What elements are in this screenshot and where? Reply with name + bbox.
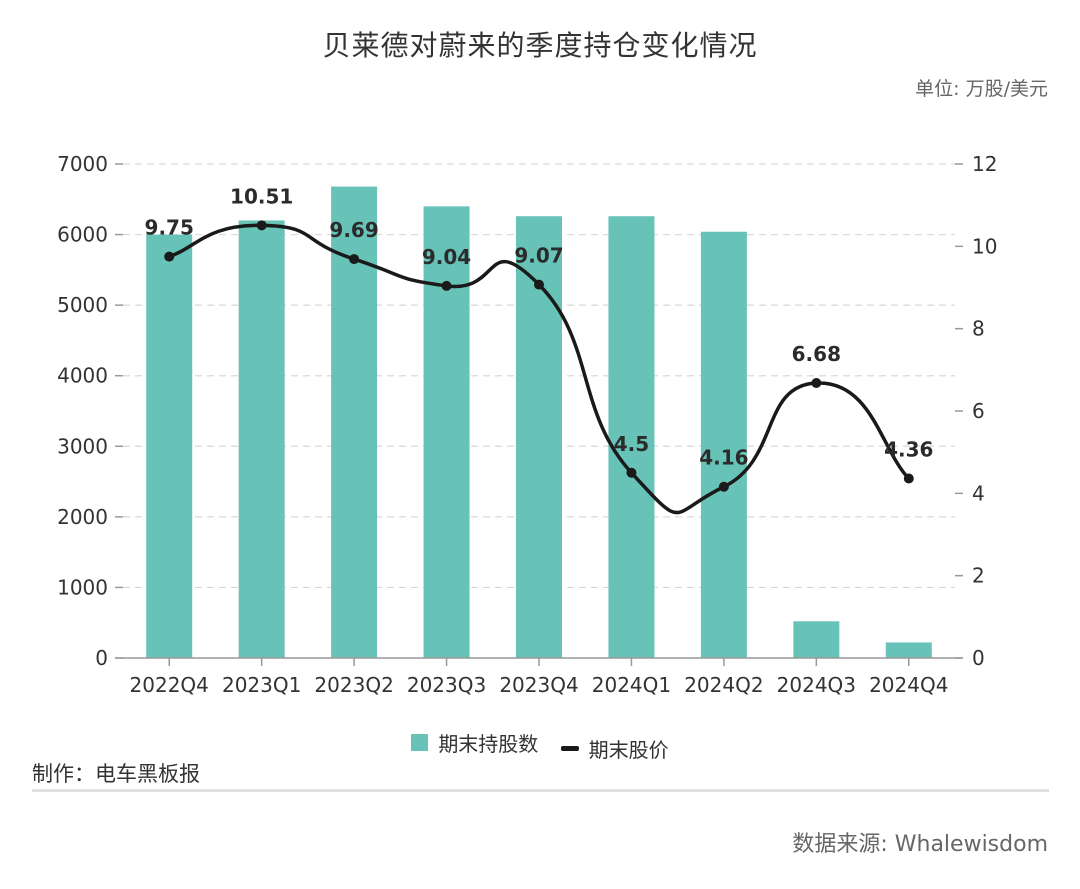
divider bbox=[32, 789, 1049, 792]
x-axis-tick-label: 2023Q4 bbox=[499, 673, 578, 697]
right-axis-tick-label: 2 bbox=[972, 564, 985, 588]
bar bbox=[423, 206, 470, 659]
left-axis-tick-label: 5000 bbox=[57, 293, 108, 317]
price-data-label: 9.75 bbox=[145, 216, 194, 240]
x-axis-tick-label: 2024Q4 bbox=[869, 673, 948, 697]
legend-item-holdings[interactable]: 期末持股数 bbox=[411, 728, 538, 757]
right-axis-tick-label: 8 bbox=[972, 317, 985, 341]
bar bbox=[885, 642, 932, 658]
price-data-label: 4.5 bbox=[614, 432, 649, 456]
price-data-label: 9.07 bbox=[514, 244, 563, 268]
x-axis-tick-label: 2024Q1 bbox=[592, 673, 671, 697]
price-data-label: 6.68 bbox=[792, 342, 841, 366]
bar bbox=[700, 231, 747, 658]
bar bbox=[608, 216, 655, 659]
price-data-label: 10.51 bbox=[230, 184, 293, 208]
price-point bbox=[256, 220, 267, 231]
legend: 期末持股数 期末股价 bbox=[0, 728, 1080, 763]
price-point bbox=[626, 467, 637, 478]
price-point bbox=[903, 473, 914, 484]
x-axis-tick-label: 2023Q1 bbox=[222, 673, 301, 697]
price-point bbox=[164, 251, 175, 262]
bar bbox=[516, 216, 562, 659]
bar bbox=[793, 621, 840, 658]
x-axis-tick-label: 2024Q3 bbox=[777, 673, 856, 697]
legend-item-price[interactable]: 期末股价 bbox=[560, 734, 669, 763]
price-point bbox=[718, 481, 729, 492]
x-axis-tick-label: 2022Q4 bbox=[130, 673, 209, 697]
left-axis-tick-label: 2000 bbox=[57, 505, 108, 529]
price-data-label: 4.16 bbox=[699, 446, 748, 470]
bar bbox=[238, 220, 285, 658]
price-point bbox=[811, 378, 822, 389]
bar bbox=[146, 234, 193, 659]
price-point bbox=[534, 279, 544, 290]
legend-label-price: 期末股价 bbox=[588, 738, 669, 762]
data-source: 数据来源: Whalewisdom bbox=[792, 832, 1048, 857]
right-axis-tick-label: 4 bbox=[972, 481, 985, 505]
price-data-label: 9.04 bbox=[422, 245, 471, 269]
x-axis-tick-label: 2023Q2 bbox=[314, 673, 393, 697]
left-axis-tick-label: 3000 bbox=[57, 434, 108, 458]
right-axis-tick-label: 0 bbox=[972, 646, 985, 670]
right-axis-tick-label: 10 bbox=[972, 234, 997, 258]
legend-bar-swatch bbox=[411, 734, 429, 751]
legend-label-holdings: 期末持股数 bbox=[438, 732, 539, 756]
x-axis-tick-label: 2024Q2 bbox=[684, 673, 763, 697]
price-point bbox=[441, 280, 452, 291]
chart-title: 贝莱德对蔚来的季度持仓变化情况 bbox=[322, 29, 758, 62]
unit-label: 单位: 万股/美元 bbox=[915, 78, 1048, 100]
left-axis-tick-label: 7000 bbox=[57, 152, 108, 176]
right-axis-tick-label: 12 bbox=[972, 152, 997, 176]
price-data-label: 9.69 bbox=[329, 218, 378, 242]
maker-credit: 制作：电车黑板报 bbox=[32, 762, 200, 786]
price-line bbox=[168, 223, 911, 515]
left-axis-tick-label: 0 bbox=[95, 646, 108, 670]
price-point bbox=[349, 254, 360, 265]
left-axis-tick-label: 4000 bbox=[57, 364, 108, 388]
right-axis-tick-label: 6 bbox=[972, 399, 985, 423]
left-axis-tick-label: 6000 bbox=[57, 223, 108, 247]
legend-line-swatch bbox=[560, 746, 579, 751]
combo-chart: 0 1000 2000 3000 4000 5000 6000 7000 0 2 4 6 8 10 12 20… bbox=[57, 152, 997, 697]
price-data-label: 4.36 bbox=[884, 438, 933, 462]
x-axis-tick-label: 2023Q3 bbox=[407, 673, 486, 697]
left-axis-tick-label: 1000 bbox=[57, 575, 108, 599]
